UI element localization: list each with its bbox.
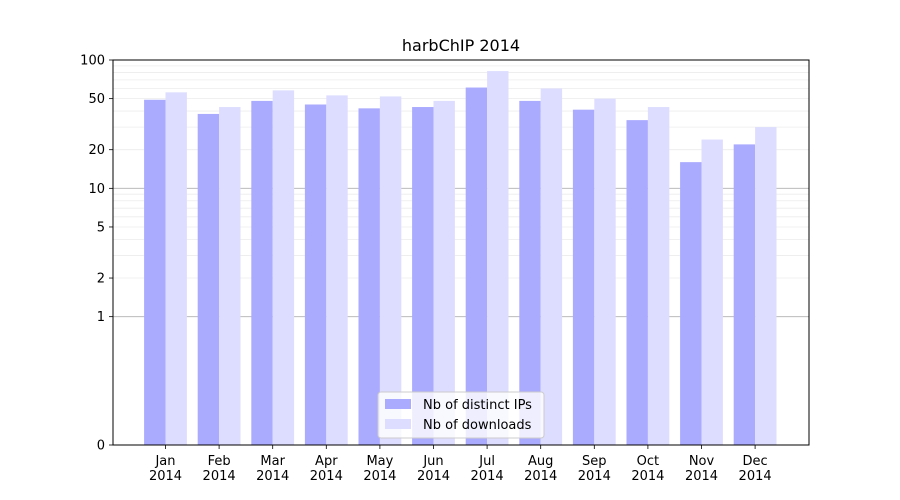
x-tick-label: Dec 2014 <box>739 454 772 484</box>
x-tick-label: Jan 2014 <box>149 454 182 484</box>
bar <box>572 109 595 445</box>
y-tick-label: 1 <box>97 310 105 325</box>
legend-label: Nb of downloads <box>423 418 532 433</box>
x-tick-label: Apr 2014 <box>310 454 343 484</box>
legend: Nb of distinct IPs Nb of downloads <box>377 391 545 439</box>
bar <box>251 100 273 445</box>
x-tick-label: Feb 2014 <box>203 454 236 484</box>
x-tick-label: Mar 2014 <box>256 454 289 484</box>
x-axis: Jan 2014 Feb 2014 Mar 2014 Apr 2014 May 2014 Jun 20… <box>149 445 772 484</box>
y-tick-label: 50 <box>88 92 105 107</box>
y-tick-label: 10 <box>88 182 105 197</box>
bar <box>219 107 241 446</box>
y-axis: 0 1 2 5 10 20 50 100 <box>80 54 113 454</box>
bar <box>412 107 434 446</box>
chart-title: harbChIP 2014 <box>402 36 520 55</box>
x-tick-label: May 2014 <box>363 454 396 484</box>
bar <box>701 139 723 445</box>
legend-swatch <box>385 419 411 429</box>
legend-swatch <box>385 399 411 409</box>
legend-box <box>377 391 545 439</box>
bar <box>733 144 756 445</box>
x-tick-label: Oct 2014 <box>631 454 664 484</box>
bar <box>379 96 402 446</box>
bar <box>519 100 541 445</box>
x-tick-label: Sep 2014 <box>578 454 611 484</box>
y-tick-label: 20 <box>88 143 105 158</box>
x-tick-label: Nov 2014 <box>685 454 718 484</box>
x-tick-label: Jun 2014 <box>417 454 450 484</box>
bar <box>272 90 295 445</box>
bar <box>144 99 166 445</box>
bar <box>755 127 777 445</box>
x-tick-label: Jul 2014 <box>471 454 504 484</box>
bar <box>358 108 380 446</box>
bar <box>197 113 220 446</box>
bar <box>487 71 509 446</box>
bar <box>594 98 616 446</box>
legend-label: Nb of distinct IPs <box>423 398 532 413</box>
bar <box>165 92 187 446</box>
y-tick-label: 0 <box>97 439 105 454</box>
x-tick-label: Aug 2014 <box>524 454 557 484</box>
bar <box>680 162 702 445</box>
bars <box>144 71 777 446</box>
y-tick-label: 2 <box>97 272 105 287</box>
y-tick-label: 100 <box>80 54 105 69</box>
bar <box>540 88 563 446</box>
bar <box>626 120 648 446</box>
y-tick-label: 5 <box>97 220 105 235</box>
bar <box>433 100 455 445</box>
bar <box>465 87 488 445</box>
bar <box>304 104 327 445</box>
bar <box>647 107 670 446</box>
plot-frame <box>112 59 810 446</box>
bar <box>326 95 348 446</box>
